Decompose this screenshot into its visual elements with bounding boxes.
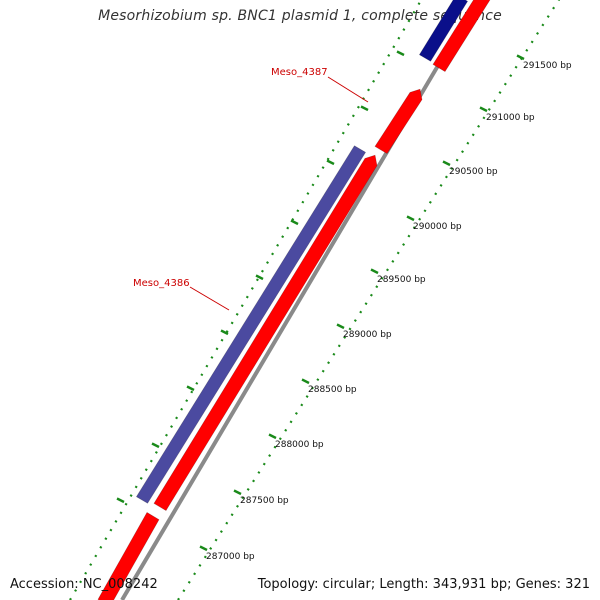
gene-label-leader [327,76,369,103]
scale-tick [336,323,345,330]
minor-tick [360,105,369,112]
gene-label-meso-4386: Meso_4386 [133,278,190,289]
dotted-guide-left [69,1,421,600]
minor-tick [151,442,160,449]
backbone-layer [120,0,480,600]
backbone-line [120,0,480,600]
gene-layer [97,0,491,600]
scale-tick-label: 288500 bp [308,385,357,395]
tick-layer: 287000 bp 287500 bp 288000 bp 288500 bp 2890… [69,0,572,600]
gene-bar-reverse-top [418,0,469,62]
minor-tick [186,385,195,392]
gene-bar-forward-lower [97,512,160,600]
minor-tick [116,497,125,504]
scale-tick [233,489,242,496]
scale-tick [268,433,277,440]
scale-tick-label: 287500 bp [240,496,289,506]
gene-bar-meso-4386 [135,145,367,504]
scale-tick [442,160,451,167]
scale-tick [199,545,208,552]
scale-tick-label: 290000 bp [413,222,462,232]
gene-label-leader [189,286,230,311]
scale-tick-label: 289000 bp [343,330,392,340]
scale-tick-label: 289500 bp [377,275,426,285]
scale-tick-label: 290500 bp [449,167,498,177]
scale-tick-label: 291000 bp [486,113,535,123]
scale-tick [301,378,310,385]
scale-tick-label: 288000 bp [275,440,324,450]
minor-tick [255,274,264,281]
minor-tick [290,219,299,226]
minor-tick [326,159,335,166]
gene-bar-meso-4386-forward [153,154,378,511]
label-layer: Meso_4386 Meso_4387 [133,67,369,311]
minor-tick [220,329,229,336]
accession-text: Accession: NC_008242 [10,577,158,592]
gene-label-meso-4387: Meso_4387 [271,67,328,78]
scale-tick [406,215,415,222]
minor-tick [396,50,405,57]
scale-tick [516,54,525,61]
scale-tick [370,268,379,275]
scale-tick [479,106,488,113]
gene-bar-forward-top [432,0,491,72]
scale-tick-label: 291500 bp [523,61,572,71]
scale-tick-label: 287000 bp [206,552,255,562]
map-title: Mesorhizobium sp. BNC1 plasmid 1, comple… [98,8,502,24]
gene-bar-meso-4387 [374,88,423,154]
summary-text: Topology: circular; Length: 343,931 bp; … [257,577,590,592]
